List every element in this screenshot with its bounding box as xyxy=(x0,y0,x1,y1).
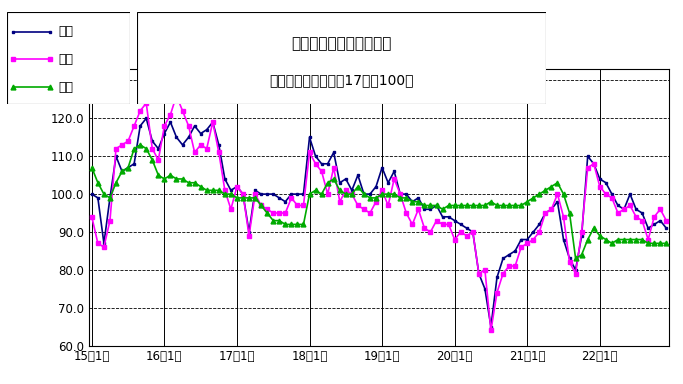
Text: 生産: 生産 xyxy=(59,25,74,38)
FancyBboxPatch shape xyxy=(137,12,546,104)
FancyBboxPatch shape xyxy=(7,12,130,104)
Text: 鳥取県鉱工業指数の推移: 鳥取県鉱工業指数の推移 xyxy=(292,36,391,51)
Text: 在庫: 在庫 xyxy=(59,81,74,94)
Text: 出荷: 出荷 xyxy=(59,53,74,66)
Text: （季節調整済、平成17年＝100）: （季節調整済、平成17年＝100） xyxy=(269,74,414,88)
